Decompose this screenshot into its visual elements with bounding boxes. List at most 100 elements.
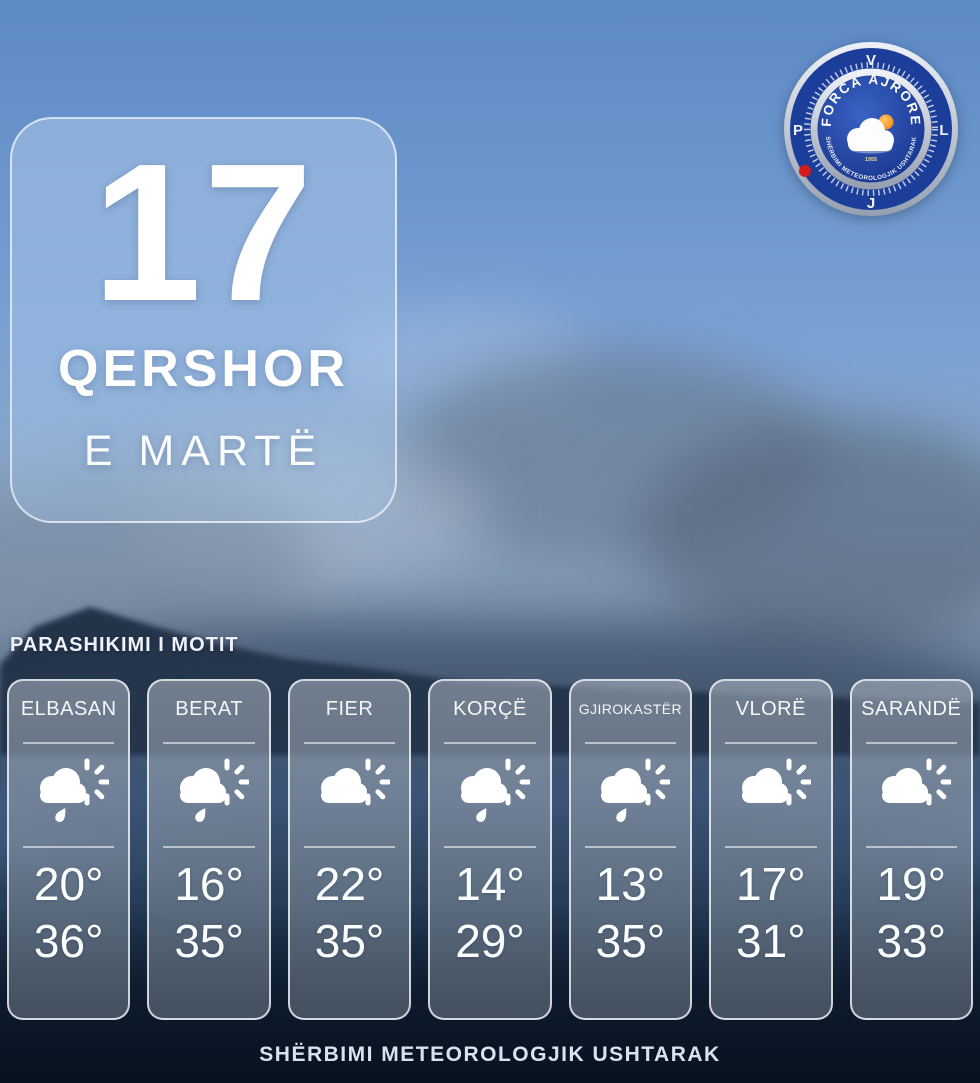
divider	[725, 846, 817, 848]
temperatures: 14° 29°	[430, 860, 549, 966]
weather-icon-area	[430, 744, 549, 846]
city-name: SARANDË	[861, 697, 962, 720]
cloud-shape	[39, 768, 86, 803]
sun-rays	[84, 758, 109, 806]
temp-low: 20°	[33, 858, 104, 910]
temperatures: 13° 35°	[571, 860, 690, 966]
weather-icon-area	[852, 744, 971, 846]
city-card: KORÇË 14°	[428, 679, 552, 1020]
divider	[725, 742, 817, 744]
divider	[23, 742, 115, 744]
rain-drop	[616, 808, 627, 822]
temperatures: 20° 36°	[9, 860, 128, 966]
city-card: VLORË 17°	[709, 679, 833, 1020]
city-cards: ELBASAN 20°	[7, 679, 973, 1020]
weather-icon-area	[9, 744, 128, 846]
cloud-sun-rain-icon	[601, 758, 671, 822]
sun-rays	[365, 758, 390, 806]
section-title: PARASHIKIMI I MOTIT	[10, 634, 239, 656]
divider	[444, 846, 536, 848]
date-day: 17	[92, 123, 315, 342]
divider	[163, 846, 255, 848]
date-card: 17 QERSHOR E MARTË	[10, 117, 397, 523]
temperatures: 19° 33°	[852, 860, 971, 966]
temp-high: 35°	[595, 915, 666, 968]
temp-low: 16°	[174, 858, 244, 910]
weather-icon-area	[571, 744, 690, 846]
date-weekday: E MARTË	[83, 427, 324, 475]
footer-text: SHËRBIMI METEOROLOGJIK USHTARAK	[259, 1043, 721, 1066]
weather-icon-area	[149, 744, 268, 846]
badge-year: 1955	[865, 157, 877, 163]
temp-low: 19°	[876, 858, 947, 910]
compass-south: J	[867, 195, 875, 212]
temperatures: 16° 35°	[149, 860, 268, 966]
temperatures: 17° 31°	[711, 860, 830, 966]
temp-low: 13°	[595, 858, 666, 910]
cloud-sun-icon	[882, 758, 952, 806]
divider	[584, 846, 677, 848]
badge-cloud-sun-icon	[847, 114, 894, 154]
temp-high: 36°	[33, 915, 104, 968]
compass-east: L	[939, 122, 948, 139]
rain-drop	[54, 808, 66, 822]
compass-west: P	[793, 122, 803, 139]
cloud-shape	[601, 768, 648, 803]
divider	[23, 846, 115, 848]
cloud-sun-rain-icon	[39, 758, 109, 822]
cloud-sun-icon	[320, 758, 390, 806]
temp-high: 31°	[736, 915, 806, 968]
divider	[303, 846, 396, 848]
city-name: VLORË	[735, 697, 806, 720]
temp-high: 35°	[314, 915, 385, 968]
compass-north: V	[866, 52, 876, 69]
divider	[163, 742, 255, 744]
sun-rays	[786, 758, 811, 806]
city-name: KORÇË	[453, 697, 527, 720]
divider	[444, 742, 536, 744]
temp-high: 35°	[174, 915, 244, 968]
badge-inner-rim	[810, 68, 932, 190]
sun-rays	[505, 758, 530, 806]
city-card: BERAT 16°	[147, 679, 271, 1020]
divider	[865, 846, 957, 848]
temp-high: 33°	[876, 915, 947, 968]
city-name: ELBASAN	[20, 697, 117, 720]
temperatures: 22° 35°	[290, 860, 409, 966]
city-card: ELBASAN 20°	[7, 679, 131, 1020]
temp-low: 17°	[736, 858, 806, 910]
city-name: FIER	[325, 697, 374, 720]
cloud-sun-rain-icon	[460, 758, 530, 822]
cloud-shape	[460, 768, 507, 803]
divider	[303, 742, 396, 744]
rain-drop	[476, 808, 487, 822]
sun-rays	[224, 758, 250, 806]
compass-letters: V L J P	[793, 52, 949, 212]
city-card: SARANDË 19°	[849, 679, 973, 1020]
badge-tick-ring	[804, 62, 938, 196]
cloud-sun-rain-icon	[180, 758, 250, 822]
temp-low: 14°	[455, 858, 525, 910]
divider	[584, 742, 677, 744]
cloud-shape	[320, 768, 367, 803]
city-card: FIER 22°	[287, 679, 412, 1020]
date-month: QERSHOR	[58, 340, 349, 398]
city-name: GJIROKASTËR	[578, 701, 682, 717]
cloud-shape	[882, 768, 929, 803]
cloud-blob	[400, 350, 830, 560]
city-name: BERAT	[175, 697, 243, 720]
cloud-shape	[180, 768, 227, 803]
sun-rays	[926, 758, 952, 806]
badge-red-dot	[799, 165, 811, 177]
temp-low: 22°	[314, 858, 385, 910]
rain-drop	[195, 808, 206, 822]
temp-high: 29°	[455, 915, 525, 968]
weather-icon-area	[711, 744, 830, 846]
sun-rays	[645, 758, 671, 806]
forca-ajrore-logo-badge: V L J P FORCA AJRORE 1955 SHËRBIMI METEO…	[784, 42, 958, 216]
cloud-sun-icon	[741, 758, 811, 806]
cloud-blob	[640, 420, 980, 650]
weather-icon-area	[290, 744, 409, 846]
city-card: GJIROKASTËR	[568, 679, 693, 1020]
